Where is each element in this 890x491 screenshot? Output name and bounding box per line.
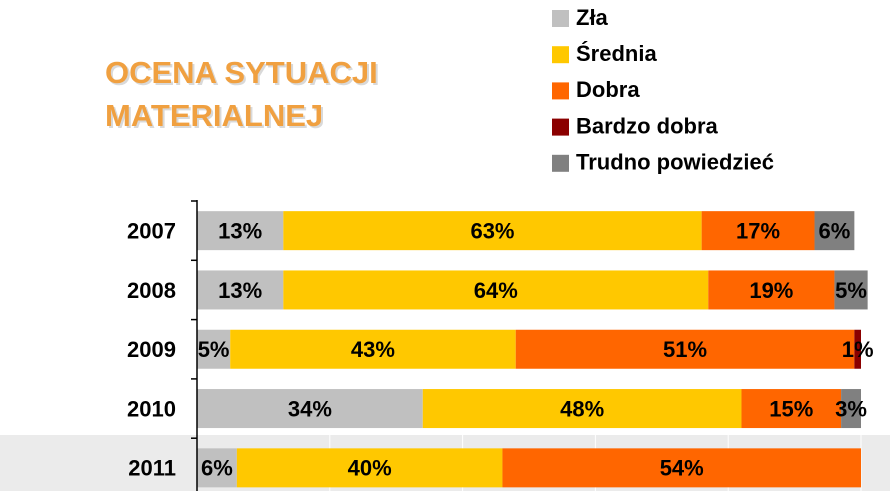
legend-label: Bardzo dobra xyxy=(576,113,719,138)
bar-segment xyxy=(197,211,284,251)
data-label: 6% xyxy=(201,456,233,481)
y-tick-label: 2007 xyxy=(127,218,176,243)
legend-label: Dobra xyxy=(576,77,640,102)
chart-title-shadow: OCENA SYTUACJI xyxy=(107,57,380,92)
y-tick-label: 2011 xyxy=(128,456,176,481)
data-label: 34% xyxy=(288,396,332,421)
data-label: 64% xyxy=(474,278,518,303)
bar-segment xyxy=(515,329,855,369)
data-label: 5% xyxy=(835,278,867,303)
bar-segment xyxy=(741,389,842,429)
bar-segment xyxy=(701,211,815,251)
bar-segment xyxy=(708,270,835,310)
bar-segment xyxy=(197,329,231,369)
data-label: 54% xyxy=(660,456,704,481)
bar-segment xyxy=(197,448,237,488)
data-label: 13% xyxy=(218,218,262,243)
data-label: 51% xyxy=(663,337,707,362)
data-label: 6% xyxy=(819,218,851,243)
data-label: 43% xyxy=(351,337,395,362)
legend-swatch xyxy=(552,118,569,136)
bar-segment xyxy=(197,270,284,310)
data-label: 63% xyxy=(470,218,514,243)
bar-segment xyxy=(502,448,861,488)
legend-label: Średnia xyxy=(576,41,657,66)
chart-title: OCENA SYTUACJI xyxy=(105,55,378,90)
data-label: 13% xyxy=(218,278,262,303)
legend-swatch xyxy=(552,82,569,100)
legend-label: Zła xyxy=(576,5,609,30)
data-label: 19% xyxy=(749,278,793,303)
data-label: 5% xyxy=(198,337,230,362)
bar-segment xyxy=(197,389,423,429)
y-tick-label: 2008 xyxy=(127,278,176,303)
bar-segment xyxy=(230,329,516,369)
bar-segment xyxy=(422,389,742,429)
bar-segment xyxy=(834,270,868,310)
bar-segment xyxy=(236,448,503,488)
y-tick-label: 2010 xyxy=(127,396,176,421)
chart-title: MATERIALNEJ xyxy=(105,98,323,133)
bar-segment xyxy=(854,329,861,369)
data-label: 3% xyxy=(835,396,867,421)
legend-swatch xyxy=(552,10,569,27)
legend-label: Trudno powiedzieć xyxy=(576,150,774,175)
data-label: 1% xyxy=(842,337,874,362)
y-tick-label: 2009 xyxy=(127,337,176,362)
data-label: 40% xyxy=(348,456,392,481)
data-label: 17% xyxy=(736,218,780,243)
bar-segment xyxy=(814,211,855,251)
bar-segment xyxy=(283,211,702,251)
data-label: 15% xyxy=(769,396,813,421)
bar-segment xyxy=(283,270,709,310)
chart-title-shadow: MATERIALNEJ xyxy=(107,100,325,135)
data-label: 48% xyxy=(560,396,604,421)
bar-segment xyxy=(841,389,861,429)
legend-swatch xyxy=(552,154,569,172)
legend-swatch xyxy=(552,46,569,64)
